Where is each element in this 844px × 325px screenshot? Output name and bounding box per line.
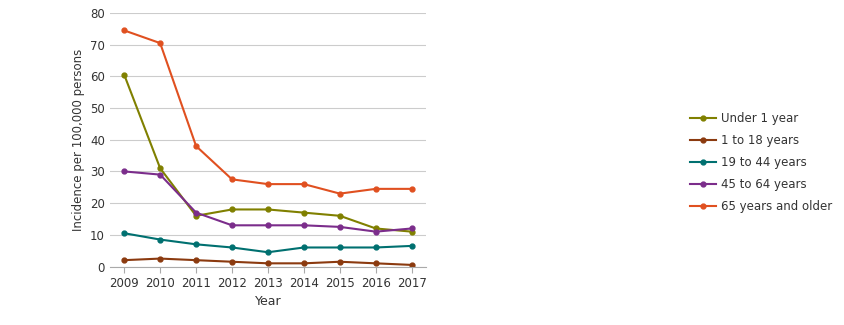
Legend: Under 1 year, 1 to 18 years, 19 to 44 years, 45 to 64 years, 65 years and older: Under 1 year, 1 to 18 years, 19 to 44 ye… xyxy=(684,108,836,217)
65 years and older xyxy=(299,182,309,186)
45 to 64 years xyxy=(155,173,165,176)
1 to 18 years xyxy=(227,260,237,264)
1 to 18 years xyxy=(119,258,129,262)
Line: 19 to 44 years: 19 to 44 years xyxy=(122,231,414,255)
45 to 64 years xyxy=(371,230,381,234)
Y-axis label: Incidence per 100,000 persons: Incidence per 100,000 persons xyxy=(72,49,84,231)
Under 1 year xyxy=(191,214,201,218)
19 to 44 years xyxy=(119,231,129,235)
65 years and older xyxy=(262,182,273,186)
1 to 18 years xyxy=(406,263,416,267)
19 to 44 years xyxy=(406,244,416,248)
45 to 64 years xyxy=(406,227,416,230)
Under 1 year xyxy=(119,73,129,77)
1 to 18 years xyxy=(155,257,165,261)
65 years and older xyxy=(371,187,381,191)
65 years and older xyxy=(406,187,416,191)
45 to 64 years xyxy=(299,223,309,227)
Under 1 year xyxy=(299,211,309,214)
1 to 18 years xyxy=(191,258,201,262)
19 to 44 years xyxy=(371,246,381,250)
45 to 64 years xyxy=(227,223,237,227)
65 years and older xyxy=(334,192,344,196)
X-axis label: Year: Year xyxy=(254,295,281,308)
19 to 44 years xyxy=(334,246,344,250)
Line: 65 years and older: 65 years and older xyxy=(122,28,414,196)
65 years and older xyxy=(227,177,237,181)
Line: 1 to 18 years: 1 to 18 years xyxy=(122,256,414,267)
Under 1 year xyxy=(406,230,416,234)
45 to 64 years xyxy=(262,223,273,227)
65 years and older xyxy=(191,144,201,148)
Under 1 year xyxy=(262,208,273,212)
19 to 44 years xyxy=(299,246,309,250)
Under 1 year xyxy=(227,208,237,212)
1 to 18 years xyxy=(334,260,344,264)
45 to 64 years xyxy=(191,211,201,214)
1 to 18 years xyxy=(299,261,309,265)
Line: Under 1 year: Under 1 year xyxy=(122,72,414,234)
Under 1 year xyxy=(334,214,344,218)
65 years and older xyxy=(155,41,165,45)
19 to 44 years xyxy=(155,238,165,241)
Under 1 year xyxy=(371,227,381,230)
19 to 44 years xyxy=(262,250,273,254)
19 to 44 years xyxy=(191,242,201,246)
19 to 44 years xyxy=(227,246,237,250)
Under 1 year xyxy=(155,166,165,170)
65 years and older xyxy=(119,29,129,32)
45 to 64 years xyxy=(119,170,129,174)
1 to 18 years xyxy=(262,261,273,265)
Line: 45 to 64 years: 45 to 64 years xyxy=(122,169,414,234)
1 to 18 years xyxy=(371,261,381,265)
45 to 64 years xyxy=(334,225,344,229)
